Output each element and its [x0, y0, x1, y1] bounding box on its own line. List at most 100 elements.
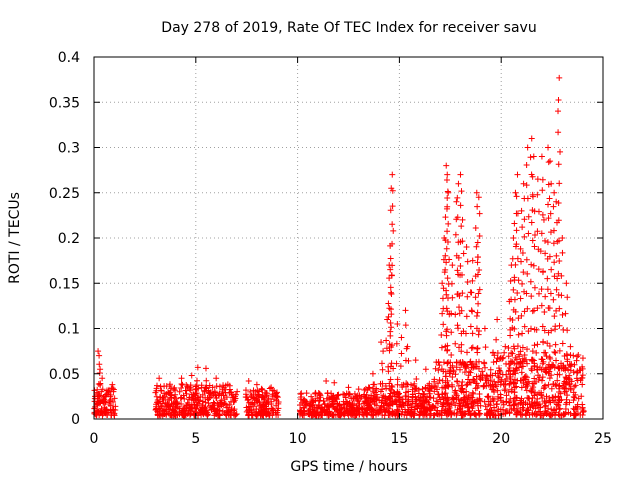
data-point — [518, 258, 525, 265]
data-point — [412, 357, 419, 364]
data-point — [210, 391, 217, 398]
data-point — [453, 364, 460, 371]
data-point — [482, 403, 489, 410]
data-point — [189, 405, 196, 412]
data-point — [558, 360, 565, 367]
data-point — [386, 347, 393, 354]
data-point — [459, 378, 466, 385]
data-point — [404, 381, 411, 388]
data-point — [550, 362, 557, 369]
data-point — [529, 348, 536, 355]
data-point — [444, 228, 451, 235]
data-point — [571, 412, 578, 419]
data-point — [324, 402, 331, 409]
y-tick-label: 0.4 — [58, 50, 80, 66]
data-point — [203, 377, 210, 384]
data-point — [422, 384, 429, 391]
data-point — [443, 332, 450, 339]
data-point — [324, 390, 331, 397]
data-point — [551, 349, 558, 356]
data-point — [579, 372, 586, 379]
data-point — [111, 395, 118, 402]
y-tick-label: 0.35 — [49, 95, 80, 111]
data-point — [525, 378, 532, 385]
y-tick-label: 0.15 — [49, 276, 80, 292]
data-point — [534, 305, 541, 312]
data-point — [431, 412, 438, 419]
data-point — [301, 396, 308, 403]
data-point — [534, 341, 541, 348]
data-point — [452, 387, 459, 394]
data-point — [572, 382, 579, 389]
data-point — [541, 237, 548, 244]
data-point — [449, 374, 456, 381]
data-point — [541, 309, 548, 316]
data-point — [573, 357, 580, 364]
data-point — [351, 390, 358, 397]
data-point — [461, 402, 468, 409]
x-tick-label: 15 — [390, 431, 408, 447]
data-point — [545, 159, 552, 166]
data-point — [551, 259, 558, 266]
data-point — [460, 250, 467, 257]
data-point — [309, 397, 316, 404]
data-point — [570, 352, 577, 359]
data-point — [467, 369, 474, 376]
data-point — [473, 373, 480, 380]
data-point — [297, 391, 304, 398]
data-point — [459, 290, 466, 297]
data-point — [481, 359, 488, 366]
data-point — [524, 360, 531, 367]
data-point — [530, 262, 537, 269]
data-point — [449, 362, 456, 369]
data-point — [542, 250, 549, 257]
data-point — [369, 385, 376, 392]
data-point — [563, 378, 570, 385]
data-point — [497, 378, 504, 385]
data-point — [579, 406, 586, 413]
data-point — [153, 385, 160, 392]
data-point — [443, 291, 450, 298]
data-point — [301, 408, 308, 415]
data-point — [176, 411, 183, 418]
data-point — [152, 406, 159, 413]
data-point — [474, 254, 481, 261]
data-point — [507, 332, 514, 339]
data-point — [385, 313, 392, 320]
data-point — [162, 399, 169, 406]
data-point — [564, 352, 571, 359]
data-point — [542, 402, 549, 409]
data-point — [110, 388, 117, 395]
data-point — [274, 407, 281, 414]
data-point — [538, 286, 545, 293]
data-point — [165, 390, 172, 397]
data-point — [566, 381, 573, 388]
data-point — [547, 158, 554, 165]
data-point — [393, 360, 400, 367]
data-point — [515, 277, 522, 284]
data-point — [315, 398, 322, 405]
x-axis-title: GPS time / hours — [290, 459, 407, 475]
data-point — [462, 409, 469, 416]
data-point — [222, 411, 229, 418]
y-tick-labels: 0 0.05 0.1 0.15 0.2 0.25 0.3 0.35 0.4 — [49, 50, 80, 428]
data-point — [454, 214, 461, 221]
data-point — [100, 399, 107, 406]
data-point — [505, 389, 512, 396]
data-point — [544, 239, 551, 246]
data-point — [444, 308, 451, 315]
data-point — [568, 361, 575, 368]
data-point — [479, 372, 486, 379]
data-point — [469, 330, 476, 337]
data-point — [459, 216, 466, 223]
data-point — [448, 310, 455, 317]
data-point — [476, 410, 483, 417]
data-point — [483, 379, 490, 386]
data-point — [489, 395, 496, 402]
data-point — [209, 402, 216, 409]
data-point — [502, 410, 509, 417]
data-point — [550, 227, 557, 234]
data-point — [444, 342, 451, 349]
data-point — [394, 320, 401, 327]
data-point — [178, 375, 185, 382]
